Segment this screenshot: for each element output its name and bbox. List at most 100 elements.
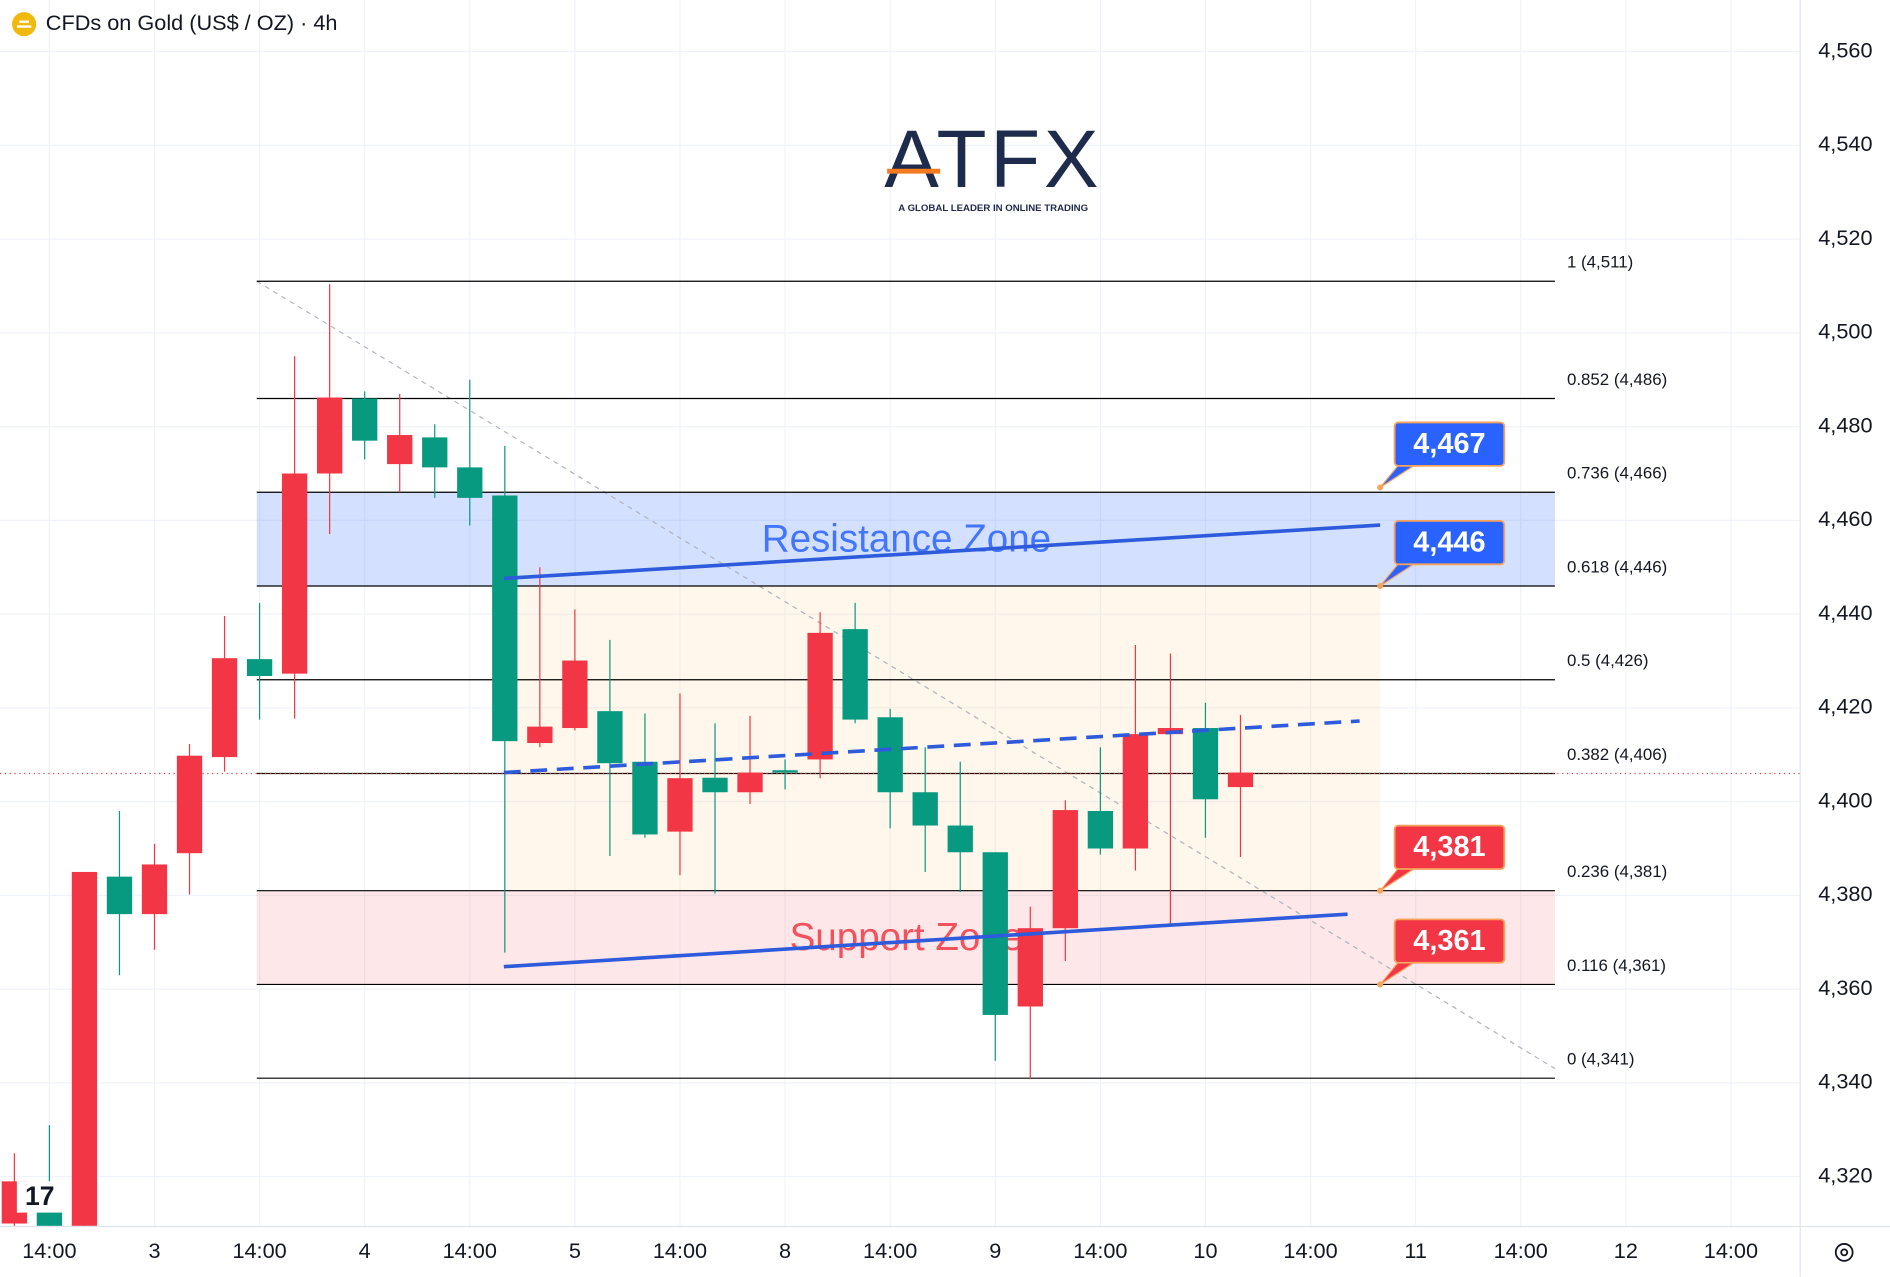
fib-level-label: 0.5 (4,426) (1567, 651, 1649, 670)
tv-logo-bg (16, 1181, 63, 1213)
candle-body (1122, 734, 1149, 849)
x-tick-label: 12 (1614, 1238, 1638, 1263)
price-tag-anchor (1377, 582, 1384, 590)
candle-body (71, 871, 98, 1226)
candle-body (982, 852, 1008, 1015)
price-tag: 4,467 (1377, 421, 1506, 491)
y-tick-label: 4,320 (1818, 1162, 1872, 1187)
candle-body (702, 777, 728, 793)
y-tick-label: 4,380 (1818, 881, 1872, 906)
candle-body (772, 770, 798, 773)
candle-body (1192, 728, 1219, 800)
y-tick-label: 4,500 (1818, 319, 1872, 344)
price-tag-anchor (1377, 981, 1384, 988)
candle-body (737, 772, 763, 793)
price-tag-box (1393, 519, 1506, 566)
fib-level-label: 0 (4,341) (1567, 1050, 1634, 1069)
candle-body (492, 495, 518, 742)
x-tick-label: 14:00 (443, 1238, 497, 1263)
candle-body (877, 717, 903, 793)
x-tick-label: 14:00 (863, 1238, 917, 1263)
candle-body (211, 658, 238, 758)
y-tick-label: 4,480 (1818, 412, 1872, 437)
x-tick-label: 14:00 (1494, 1238, 1548, 1263)
tv-logo[interactable]: 17 (25, 1181, 54, 1211)
x-tick-label: 3 (148, 1238, 160, 1263)
y-tick-label: 4,420 (1818, 694, 1872, 719)
candle-body (457, 467, 483, 498)
price-tag: 4,446 (1377, 519, 1506, 590)
x-tick-label: 14:00 (22, 1238, 76, 1263)
y-tick-label: 4,460 (1818, 506, 1872, 531)
symbol-icon-glyph (16, 20, 32, 28)
x-tick-label: 14:00 (653, 1238, 707, 1263)
x-tick-label: 11 (1404, 1238, 1427, 1263)
x-tick-label: 14:00 (1073, 1238, 1127, 1263)
y-tick-label: 4,360 (1818, 975, 1872, 1000)
logo-tagline: A GLOBAL LEADER IN ONLINE TRADING (898, 203, 1088, 214)
x-tick-label: 9 (989, 1238, 1001, 1263)
candle-body (352, 398, 378, 441)
price-tag-label: 4,381 (1413, 831, 1485, 863)
symbol-icon (12, 12, 37, 37)
settings-button-center (1840, 1248, 1849, 1257)
candle-body (281, 473, 308, 674)
candle-body (387, 435, 413, 465)
zone (256, 492, 1555, 586)
candle-body (667, 778, 693, 832)
candle-body (1052, 810, 1078, 929)
candle-body (632, 761, 658, 835)
trend-line (503, 912, 1348, 969)
candle-body (176, 755, 203, 854)
candle-body (316, 397, 343, 474)
trend-line (503, 523, 1381, 581)
candle-body (422, 437, 448, 468)
chart-title[interactable]: CFDs on Gold (US$ / OZ) · 4h (46, 10, 338, 35)
candle-body (597, 711, 623, 764)
price-tag-box (1393, 421, 1506, 467)
fib-level-label: 0.116 (4,361) (1567, 956, 1666, 975)
settings-button[interactable] (1834, 1243, 1854, 1262)
y-tick-label: 4,340 (1818, 1069, 1872, 1094)
x-tick-label: 10 (1193, 1238, 1217, 1263)
candle-body (1227, 772, 1254, 788)
price-tag-anchor (1377, 887, 1384, 894)
axes: 4,320 4,340 4,360 4,380 4,400 4,420 4,440 4,460… (22, 37, 1872, 1263)
candle-body (947, 825, 973, 853)
candle-body (106, 876, 133, 915)
x-tick-label: 8 (779, 1238, 791, 1263)
price-tag-label: 4,446 (1413, 526, 1485, 558)
candle-body (807, 632, 833, 760)
price-tag: 4,381 (1377, 824, 1506, 894)
trend-line (503, 719, 1360, 775)
y-tick-label: 4,560 (1818, 37, 1872, 62)
price-tag-box (1393, 918, 1506, 964)
x-tick-label: 14:00 (1283, 1238, 1337, 1263)
candle-body (1087, 811, 1114, 849)
x-tick-label: 5 (569, 1238, 581, 1263)
candle-body (842, 629, 868, 720)
x-tick-label: 4 (359, 1238, 371, 1263)
candle-body (141, 864, 168, 915)
price-tag: 4,361 (1377, 918, 1506, 988)
fib-level-label: 1 (4,511) (1567, 253, 1633, 272)
fib-level-label: 0.236 (4,381) (1567, 862, 1667, 881)
y-tick-label: 4,400 (1818, 787, 1872, 812)
x-tick-label: 14:00 (1704, 1238, 1758, 1263)
y-tick-label: 4,520 (1818, 225, 1872, 250)
candle-body (562, 660, 588, 729)
price-tag-label: 4,361 (1413, 925, 1485, 957)
fib-level-label: 0.382 (4,406) (1567, 745, 1667, 764)
price-tag-box (1393, 824, 1506, 870)
candle-body (246, 659, 273, 676)
range-box (503, 585, 1381, 891)
fib-level-label: 0.852 (4,486) (1567, 370, 1667, 389)
x-tick-label: 14:00 (232, 1238, 286, 1263)
y-tick-label: 4,440 (1818, 600, 1872, 625)
candle-body (912, 792, 938, 826)
price-tag-anchor (1377, 484, 1384, 491)
